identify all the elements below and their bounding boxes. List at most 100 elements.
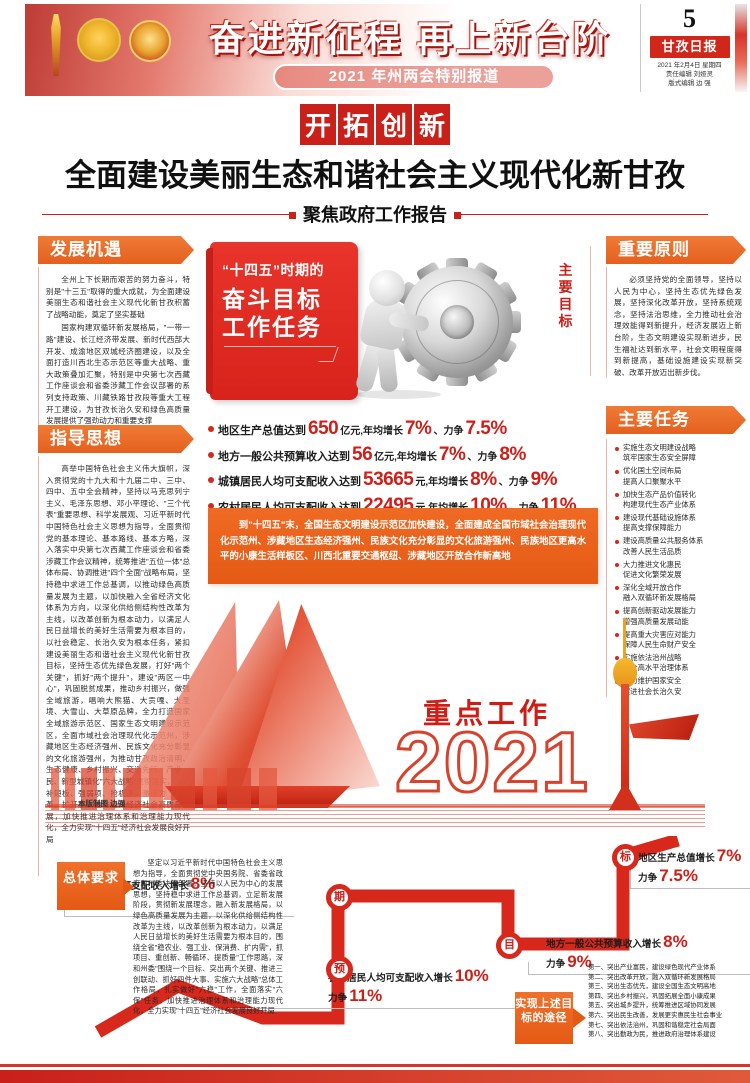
- task-line-1: 加快生态产品价值转化: [623, 489, 696, 499]
- task-line-2: 促进文化繁荣发展: [623, 569, 682, 579]
- task-line-1: 建设高质量公共服务体系: [623, 536, 704, 546]
- task-line-1: 大力推进文化惠民: [623, 559, 682, 569]
- task-line-1: 实施依法治州战略: [623, 652, 682, 662]
- target-growth-value: 8%: [470, 469, 497, 490]
- masthead-info: 5 甘孜日报 2021 年2月4日 星期四 责任编辑 刘娅灵 版式编辑 边 强: [640, 4, 732, 92]
- target-label: 城镇居民人均可支配收入达到: [218, 476, 361, 488]
- callout-2025-vision: 到"十四五"末，全国生态文明建设示范区加快建设，全面建成全国市域社会治理现代化示…: [208, 508, 598, 584]
- target-strive-value: 7.5%: [465, 418, 507, 439]
- annotation-text: 地区生产总值增长: [638, 853, 715, 864]
- bullet-dot-icon: [208, 477, 214, 483]
- target-value: 53665: [363, 469, 414, 490]
- task-line-1: 提高创新驱动发展能力: [623, 606, 696, 616]
- task-item: 实施依法治州战略 健全高水平治理体系: [615, 653, 744, 674]
- target-growth-value: 7%: [404, 418, 432, 439]
- target-strive-value: 9%: [530, 469, 558, 490]
- paragraph: 坚定以习近平新时代中国特色社会主义思想为指导，全面贯彻党中央国务院、省委省政府和…: [133, 858, 283, 1016]
- kicker-char-4: 新: [414, 104, 451, 145]
- layout-editor-line: 版式编辑 边 强: [668, 80, 711, 87]
- bullet-dot-icon: [208, 502, 214, 509]
- section-heading-principles: 重要原则: [606, 236, 746, 264]
- bottom-rule: [0, 1064, 750, 1067]
- target-growth-label: 年均增长: [428, 477, 469, 488]
- task-line-2: 筑牢国家生态安全屏障: [623, 453, 696, 463]
- masthead: 奋进新征程 再上新台阶 2021 年州两会特别报道 5 甘孜日报 2021 年2…: [0, 0, 750, 100]
- national-emblem-icon: [77, 18, 121, 62]
- way-item: 第四、突出乡村振兴，巩固拓展全面小康成果: [588, 992, 716, 1000]
- task-line-2: 保障人民生命财产安全: [623, 639, 696, 649]
- task-item: 实施生态文明建设战略 筑牢国家生态安全屏障: [615, 443, 744, 464]
- target-growth-label: 年均增长: [362, 426, 403, 437]
- banner-subtitle: 2021 年州两会特别报道: [273, 64, 555, 90]
- vertical-divider: [590, 246, 591, 376]
- annotation-strive-label: 力争: [638, 873, 658, 884]
- paragraph: 全州上下长期而艰苦的努力奋斗，特别是"十三五"取得的重大成就，为全面建设美丽生态…: [46, 275, 190, 319]
- task-line-1: 全力维护国家安全: [623, 676, 682, 686]
- target-value: 56: [352, 443, 373, 465]
- chart-polyline: [94, 836, 680, 1038]
- target-strive-label: 、力争: [498, 477, 529, 488]
- edge-decoration: [735, 4, 747, 92]
- main-targets-list: 地区生产总值达到 650 亿元, 年均增长 7% 、力争 7.5% 地方一般公共…: [208, 418, 598, 520]
- annotation-text: 地方一般公共预算收入增长: [546, 939, 662, 950]
- year-2021: 2021: [394, 715, 590, 809]
- page-title: 全面建设美丽生态和谐社会主义现代化新甘孜: [65, 158, 685, 193]
- banner-wave-decoration: [25, 4, 630, 96]
- target-row: 城镇居民人均可支配收入达到 53665 元, 年均增长 8% 、力争 9%: [208, 469, 598, 491]
- bottom-bar: [0, 1070, 750, 1083]
- task-line-1: 深化全域开放合作: [623, 582, 682, 592]
- title-rule-text: 聚焦政府工作报告: [289, 203, 461, 227]
- kicker-char-2: 拓: [337, 104, 374, 145]
- book-line-3: 工作任务: [222, 314, 322, 340]
- person-pushing-gear-illustration: [354, 270, 441, 399]
- chart-annotation-gdp: 地区生产总值增长 7% 力争 7.5%: [630, 846, 750, 889]
- target-unit: 亿元,: [340, 426, 363, 437]
- target-unit: 亿元,: [374, 451, 397, 463]
- chart-node-mu: 目: [496, 932, 523, 959]
- party-emblem-icon: [129, 20, 171, 62]
- section-heading-tasks: 主要任务: [606, 406, 746, 434]
- target-growth-value: 7%: [438, 443, 466, 465]
- task-item: 大力推进文化惠民 促进文化繁荣发展: [615, 560, 744, 581]
- section-body-development: 全州上下长期而艰苦的努力奋斗，特别是"十三五"取得的重大成就，为全面建设美丽生态…: [38, 267, 194, 427]
- annotation-strive: 7.5%: [659, 866, 698, 885]
- target-value: 650: [308, 418, 339, 439]
- torch-icon: [51, 14, 61, 76]
- task-line-2: 增强高质量发展动能: [623, 616, 689, 626]
- target-label: 地方一般公共预算收入达到: [218, 450, 350, 463]
- banner-title: 奋进新征程 再上新台阶: [208, 18, 612, 59]
- way-item: 第二、突出改革开放，融入双循环新发展格局: [588, 973, 716, 981]
- task-item: 加快生态产品价值转化 构建现代生态产业体系: [615, 490, 744, 511]
- task-line-2: 提高人口聚聚水平: [623, 476, 682, 486]
- page-number: 5: [683, 4, 696, 33]
- task-line-2: 促进社会长治久安: [623, 686, 682, 696]
- masthead-banner: 奋进新征程 再上新台阶 2021 年州两会特别报道: [25, 4, 630, 96]
- book-line-1: “十四五”时期的: [222, 262, 324, 278]
- ways-list: 第一、突出产业富民，建设绿色现代产业体系 第二、突出改革开放，融入双循环新发展格…: [588, 963, 748, 1040]
- task-line-1: 优化国土空间布局: [623, 466, 682, 476]
- section-body-principles: 必须坚持党的全面领导，坚持以人民为中心，坚持生态优先绿色发展，坚持深化改革开放，…: [606, 267, 746, 379]
- date-line: 2021 年2月4日 星期四: [657, 62, 722, 69]
- wave-pattern: [45, 806, 705, 830]
- section-main-tasks: 主要任务 实施生态文明建设战略 筑牢国家生态安全屏障 优化国土空间布局 提高人口聚聚…: [606, 406, 746, 699]
- annotation-growth: 10%: [454, 966, 489, 985]
- paragraph: 国家构建双循环新发展格局，"一带一路"建设、长江经济带发展、新时代西部大开发、成…: [46, 323, 190, 426]
- badge-overall-requirements: 总体要求: [57, 862, 125, 910]
- hero-headline: 重点工作: [423, 698, 552, 729]
- target-strive-value: 8%: [499, 443, 526, 465]
- badge-ways-to-achieve: 实现上述目标的途径: [515, 992, 573, 1044]
- annotation-strive: 9%: [567, 952, 592, 971]
- task-item: 建设现代基础设施体系 提高支撑保障能力: [615, 513, 744, 534]
- tower-landmark-icon: [605, 618, 699, 810]
- annotation-growth: 8%: [190, 874, 216, 893]
- book-graphic: “十四五”时期的 奋斗目标 工作任务: [206, 242, 358, 400]
- main-tasks-list: 实施生态文明建设战略 筑牢国家生态安全屏障 优化国土空间布局 提高人口聚聚水平 加快…: [606, 439, 746, 697]
- way-item: 第一、突出产业富民，建设绿色现代产业体系: [588, 964, 716, 971]
- section-development-opportunities: 发展机遇 全州上下长期而艰苦的努力奋斗，特别是"十三五"取得的重大成就，为全面建…: [38, 236, 194, 429]
- editor-line: 责任编辑 刘娅灵: [665, 71, 714, 78]
- way-item: 第五、突出城乡提升，统筹推进区域协同发展: [588, 1002, 716, 1010]
- section-heading-development: 发展机遇: [38, 236, 194, 264]
- paper-logo: 甘孜日报: [649, 36, 730, 58]
- arrow-icon: [573, 1008, 586, 1028]
- paragraph: 必须坚持党的全面领导，坚持以人民为中心，坚持生态优先绿色发展，坚持深化改革开放，…: [614, 275, 742, 377]
